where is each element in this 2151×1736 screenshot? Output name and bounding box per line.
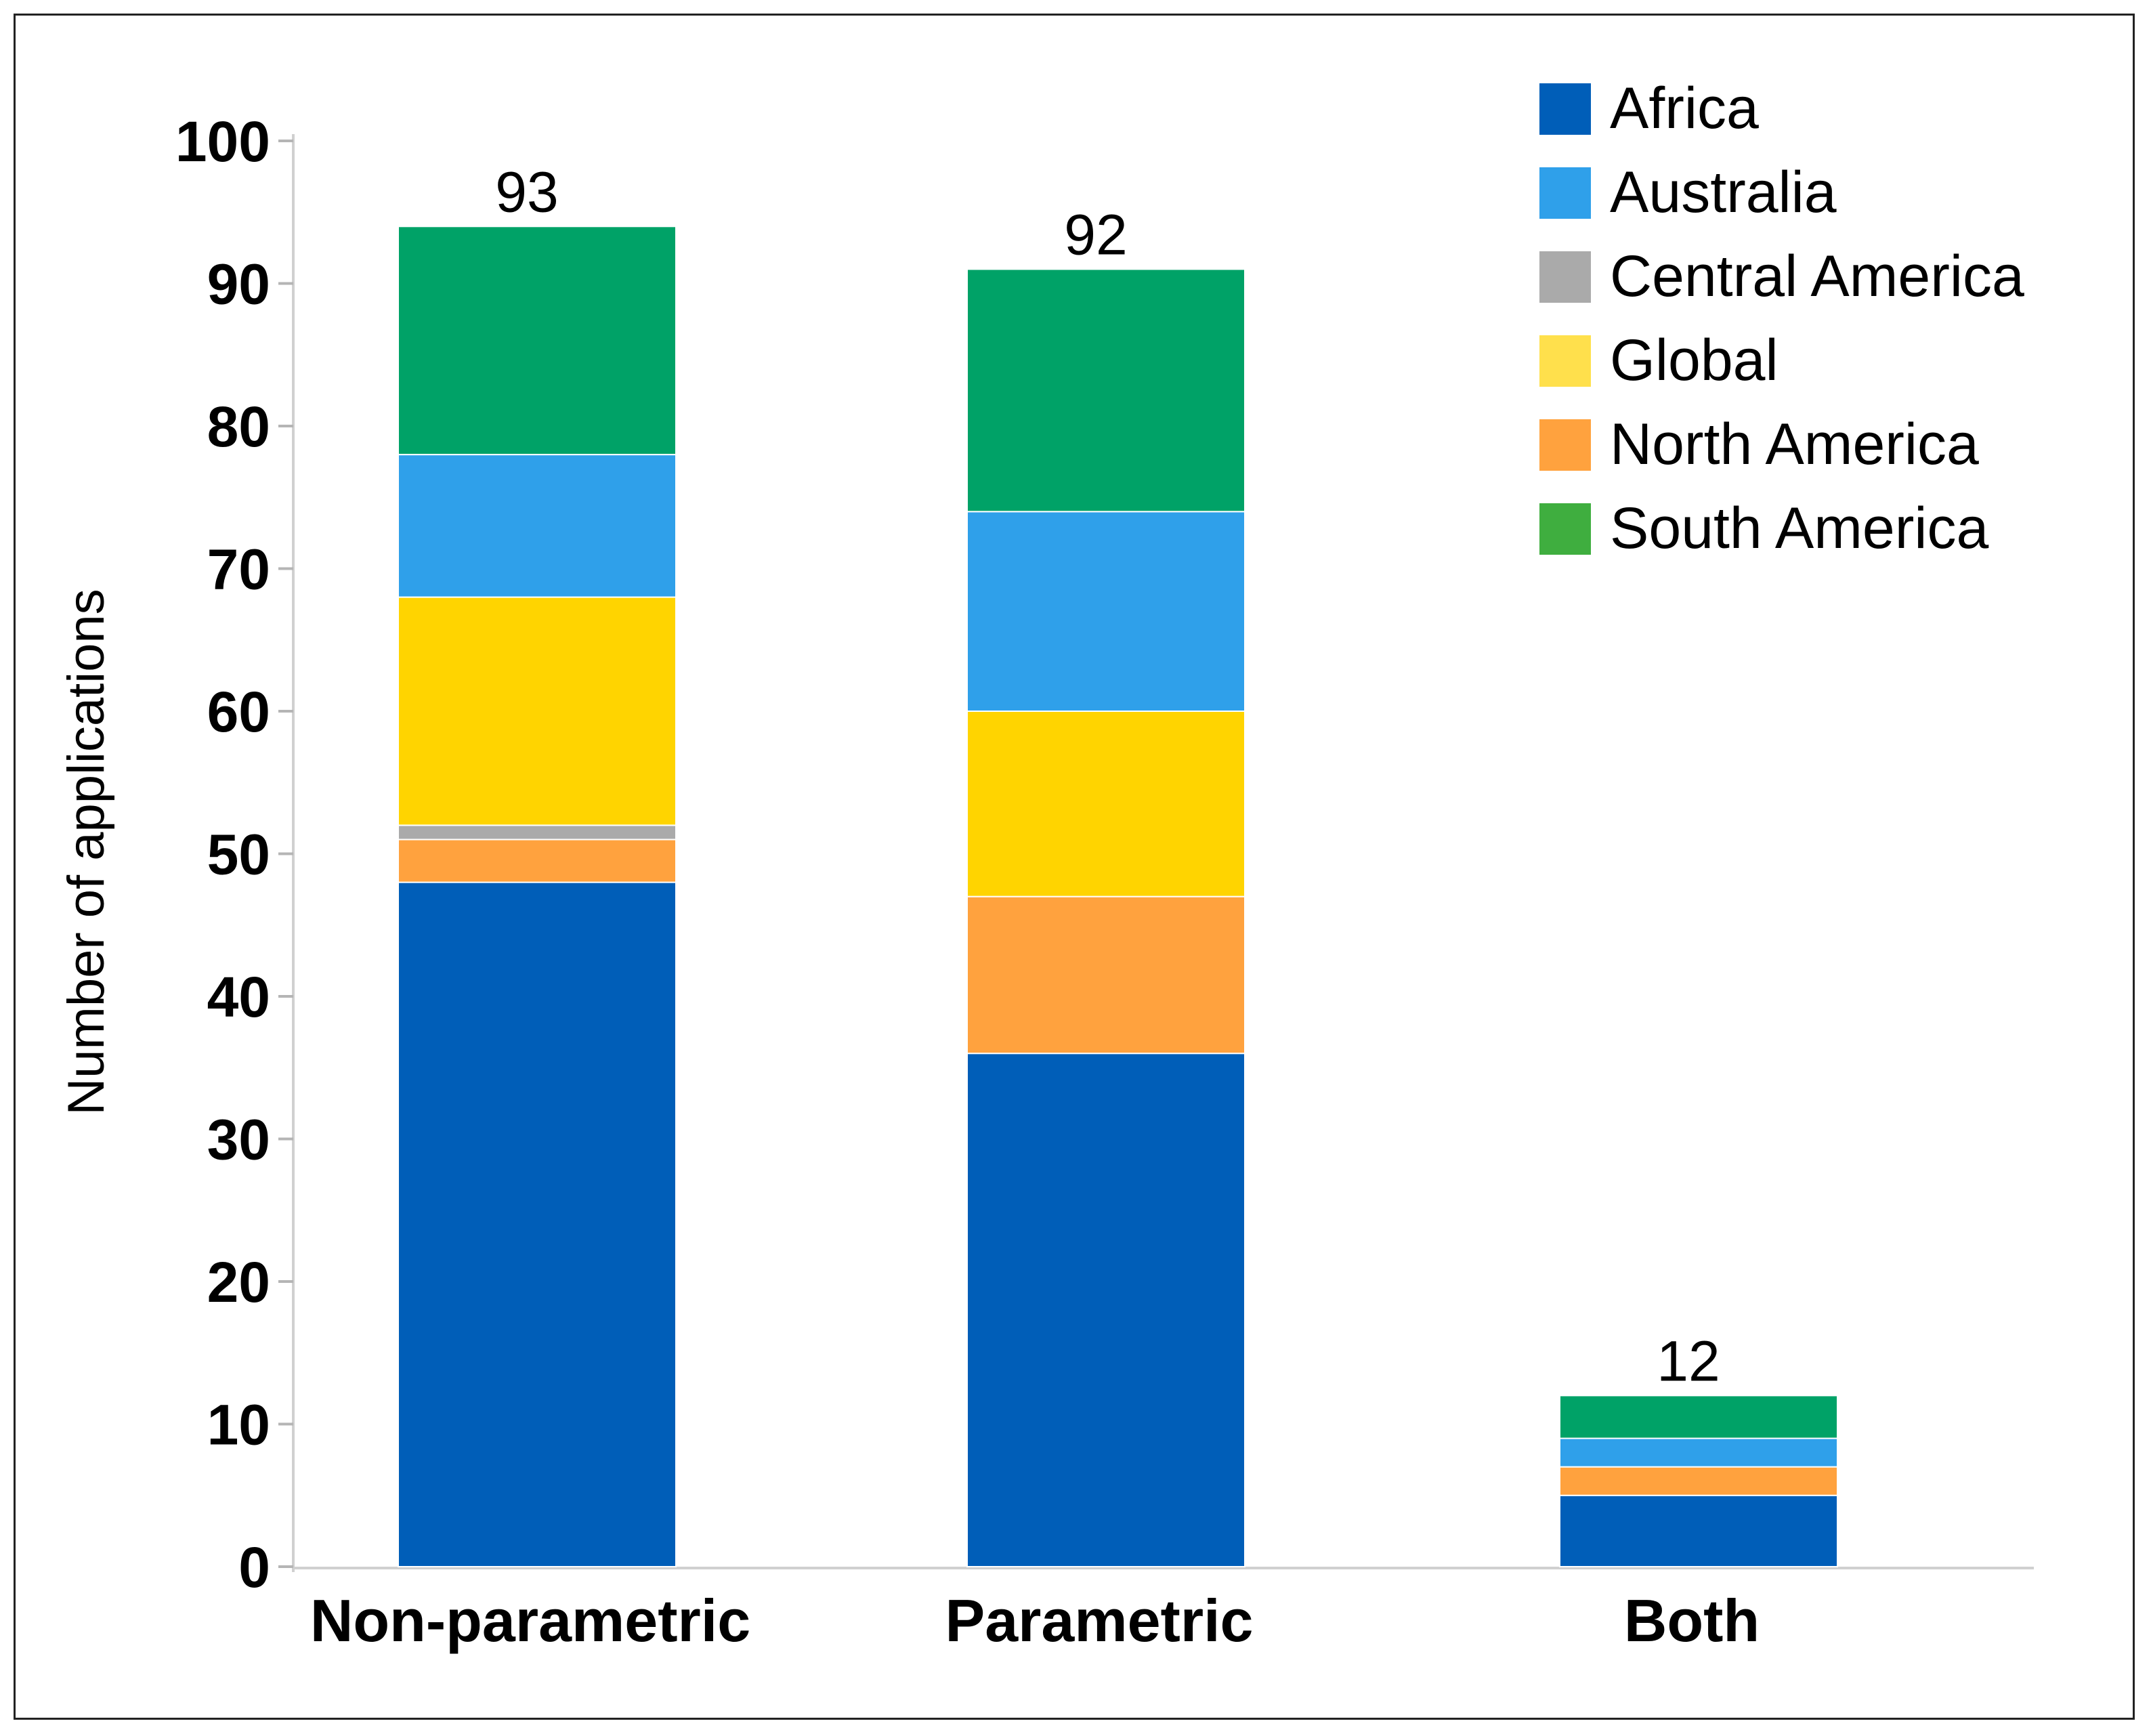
- legend-swatch: [1539, 167, 1591, 219]
- legend-label: Central America: [1610, 244, 2024, 309]
- y-tick-label: 10: [207, 1393, 270, 1457]
- y-tick-label: 80: [207, 395, 270, 459]
- y-tick-label: 0: [238, 1536, 270, 1599]
- legend-swatch: [1539, 419, 1591, 471]
- bar-segment-north-america: [1559, 1466, 1838, 1496]
- legend-label: Global: [1610, 328, 1779, 393]
- y-tick-label: 60: [207, 680, 270, 744]
- bar-segment-north-america: [398, 839, 677, 883]
- bar-segment-south-america: [1559, 1395, 1838, 1439]
- legend-swatch: [1539, 503, 1591, 555]
- y-tick-label: 50: [207, 823, 270, 887]
- bar-segment-africa: [966, 1053, 1245, 1567]
- y-tick-label: 40: [207, 965, 270, 1029]
- legend-swatch: [1539, 335, 1591, 387]
- chart-frame: Number of applications 0 10 20 30 40 50 60 70 80…: [14, 14, 2135, 1720]
- legend: Africa Australia Central America Global Nort…: [1539, 76, 2024, 561]
- bars-layer: [398, 226, 1838, 1567]
- bar-segment-south-america: [966, 268, 1245, 513]
- y-axis: 0 10 20 30 40 50 60 70 80 90 100: [175, 110, 295, 1599]
- bar-segment-north-america: [966, 895, 1245, 1055]
- bar-segment-australia: [398, 454, 677, 598]
- bar-total-label: 92: [1064, 203, 1127, 266]
- x-category-label: Non-parametric: [310, 1587, 750, 1654]
- x-axis: Non-parametric Parametric Both: [293, 1567, 2034, 1654]
- legend-label: Africa: [1610, 76, 1759, 141]
- total-labels-layer: 93 92 12: [495, 160, 1720, 1393]
- bar-segment-australia: [1559, 1437, 1838, 1468]
- bar-total-label: 93: [495, 160, 558, 224]
- y-tick-label: 90: [207, 253, 270, 316]
- bar-segment-central-america: [398, 824, 677, 841]
- bar-segment-global: [398, 596, 677, 826]
- x-category-label: Both: [1624, 1587, 1760, 1654]
- y-tick-label: 70: [207, 538, 270, 601]
- legend-swatch: [1539, 83, 1591, 135]
- legend-label: South America: [1610, 496, 1988, 561]
- x-category-label: Parametric: [945, 1587, 1254, 1654]
- bar-segment-global: [966, 711, 1245, 897]
- bar-segment-south-america: [398, 226, 677, 456]
- y-tick-label: 30: [207, 1108, 270, 1172]
- bar-total-label: 12: [1657, 1329, 1720, 1393]
- stacked-bar-chart: Number of applications 0 10 20 30 40 50 60 70 80…: [58, 76, 2034, 1654]
- bar-segment-africa: [1559, 1494, 1838, 1567]
- bar-segment-australia: [966, 511, 1245, 712]
- y-tick-label: 20: [207, 1250, 270, 1314]
- legend-label: North America: [1610, 412, 1979, 477]
- bar-segment-africa: [398, 881, 677, 1567]
- legend-label: Australia: [1610, 160, 1837, 225]
- y-tick-label: 100: [175, 110, 270, 173]
- y-axis-title: Number of applications: [58, 589, 115, 1115]
- legend-swatch: [1539, 251, 1591, 303]
